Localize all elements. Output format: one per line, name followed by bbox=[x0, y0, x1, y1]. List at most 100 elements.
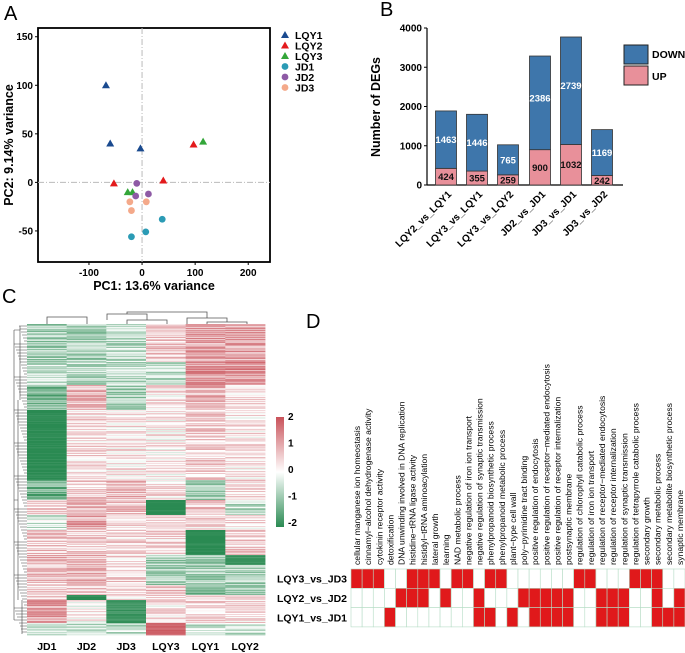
heatmap-cell bbox=[185, 464, 226, 466]
heatmap-cell bbox=[146, 345, 187, 347]
heatmap-cell bbox=[106, 457, 147, 459]
heatmap-cell bbox=[27, 413, 68, 415]
heatmap-cell bbox=[225, 424, 266, 426]
pca-reference-lines bbox=[38, 28, 270, 262]
go-cell bbox=[551, 587, 563, 608]
heatmap-cell bbox=[225, 605, 266, 607]
heatmap-cell bbox=[146, 470, 187, 472]
heatmap-cell bbox=[146, 366, 187, 368]
heatmap-cell bbox=[185, 626, 226, 628]
heatmap-cell bbox=[185, 584, 226, 586]
heatmap-cell bbox=[146, 469, 187, 471]
heatmap-cell bbox=[185, 511, 226, 513]
legend-label-lqy3: LQY3 bbox=[295, 51, 323, 63]
heatmap-cell bbox=[146, 565, 187, 567]
heatmap-cell bbox=[66, 335, 107, 337]
heatmap-cell bbox=[106, 500, 147, 502]
heatmap-cell bbox=[146, 533, 187, 535]
go-cell bbox=[361, 607, 374, 628]
heatmap-cell bbox=[27, 457, 68, 459]
pca-x-label: PC1: 13.6% variance bbox=[93, 279, 215, 293]
heatmap-cell bbox=[27, 513, 68, 515]
heatmap-cell bbox=[106, 610, 147, 612]
heatmap-cell bbox=[106, 561, 147, 563]
heatmap-cell bbox=[146, 478, 187, 480]
heatmap-cell bbox=[66, 489, 107, 491]
heatmap-cell bbox=[27, 499, 68, 501]
heatmap-cell bbox=[225, 515, 266, 517]
heatmap-cell bbox=[27, 577, 68, 579]
heatmap-cell bbox=[27, 444, 68, 446]
go-term-label: regulation of iron ion transport bbox=[586, 450, 596, 565]
heatmap-cell bbox=[146, 375, 187, 377]
heatmap-cell bbox=[66, 476, 107, 478]
heatmap-cell bbox=[225, 581, 266, 583]
heatmap-cell bbox=[66, 600, 107, 602]
heatmap-cell bbox=[27, 471, 68, 473]
heatmap-cell bbox=[27, 620, 68, 622]
go-cell bbox=[406, 607, 419, 628]
heatmap-cell bbox=[106, 583, 147, 585]
heatmap-cell bbox=[27, 603, 68, 605]
heatmap-cell bbox=[106, 545, 147, 547]
heatmap-cell bbox=[225, 633, 266, 635]
heatmap-cell bbox=[185, 478, 226, 480]
heatmap-cell bbox=[106, 495, 147, 497]
heatmap-cell bbox=[185, 483, 226, 485]
go-term-label: phenylpropanoid biosynthetic process bbox=[486, 421, 496, 565]
pca-x-tick-label: -100 bbox=[79, 268, 99, 279]
heatmap-cell bbox=[27, 446, 68, 448]
heatmap-cell bbox=[146, 447, 187, 449]
heatmap-cell bbox=[66, 517, 107, 519]
pca-y-tick-label: 100 bbox=[16, 81, 33, 92]
heatmap-cell bbox=[106, 472, 147, 474]
heatmap-cell bbox=[106, 484, 147, 486]
heatmap-cell bbox=[27, 364, 68, 366]
heatmap-cell bbox=[66, 399, 107, 401]
heatmap-cell bbox=[146, 563, 187, 565]
heatmap-cell bbox=[106, 470, 147, 472]
heatmap-cell bbox=[106, 559, 147, 561]
heatmap-cell bbox=[146, 507, 187, 509]
heatmap-cell bbox=[27, 414, 68, 416]
heatmap-cell bbox=[225, 359, 266, 361]
heatmap-cell bbox=[185, 525, 226, 527]
go-cell bbox=[361, 568, 374, 589]
heatmap-cell bbox=[225, 520, 266, 522]
heatmap-cell bbox=[27, 387, 68, 389]
heatmap-cell bbox=[146, 631, 187, 633]
heatmap-cell bbox=[185, 603, 226, 605]
go-cell bbox=[428, 568, 441, 589]
heatmap-cell bbox=[106, 594, 147, 596]
heatmap-cell bbox=[66, 486, 107, 488]
heatmap-cell bbox=[225, 584, 266, 586]
heatmap-cell bbox=[185, 327, 226, 329]
heatmap-cell bbox=[66, 560, 107, 562]
heatmap-cell bbox=[27, 591, 68, 593]
heatmap-cell bbox=[146, 529, 187, 531]
heatmap-cell bbox=[225, 376, 266, 378]
heatmap-cell bbox=[66, 632, 107, 634]
heatmap-cell bbox=[146, 445, 187, 447]
pca-point-jd2 bbox=[132, 192, 140, 200]
heatmap-cell bbox=[27, 590, 68, 592]
heatmap-cell bbox=[185, 588, 226, 590]
heatmap-cell bbox=[225, 437, 266, 439]
heatmap-cell bbox=[185, 434, 226, 436]
heatmap-cell bbox=[66, 380, 107, 382]
heatmap-cell bbox=[106, 566, 147, 568]
heatmap-cell bbox=[185, 579, 226, 581]
heatmap-cell bbox=[146, 352, 187, 354]
heatmap-cell bbox=[66, 485, 107, 487]
heatmap-cell bbox=[225, 523, 266, 525]
heatmap-cell bbox=[146, 552, 187, 554]
heatmap-cell bbox=[225, 521, 266, 523]
heatmap-cell bbox=[225, 356, 266, 358]
heatmap-cell bbox=[106, 596, 147, 598]
heatmap-cell bbox=[27, 451, 68, 453]
go-cell bbox=[528, 587, 541, 608]
heatmap-cell bbox=[225, 598, 266, 600]
heatmap-cell bbox=[185, 331, 226, 333]
heatmap-cell bbox=[185, 559, 226, 561]
heatmap-cell bbox=[27, 416, 68, 418]
